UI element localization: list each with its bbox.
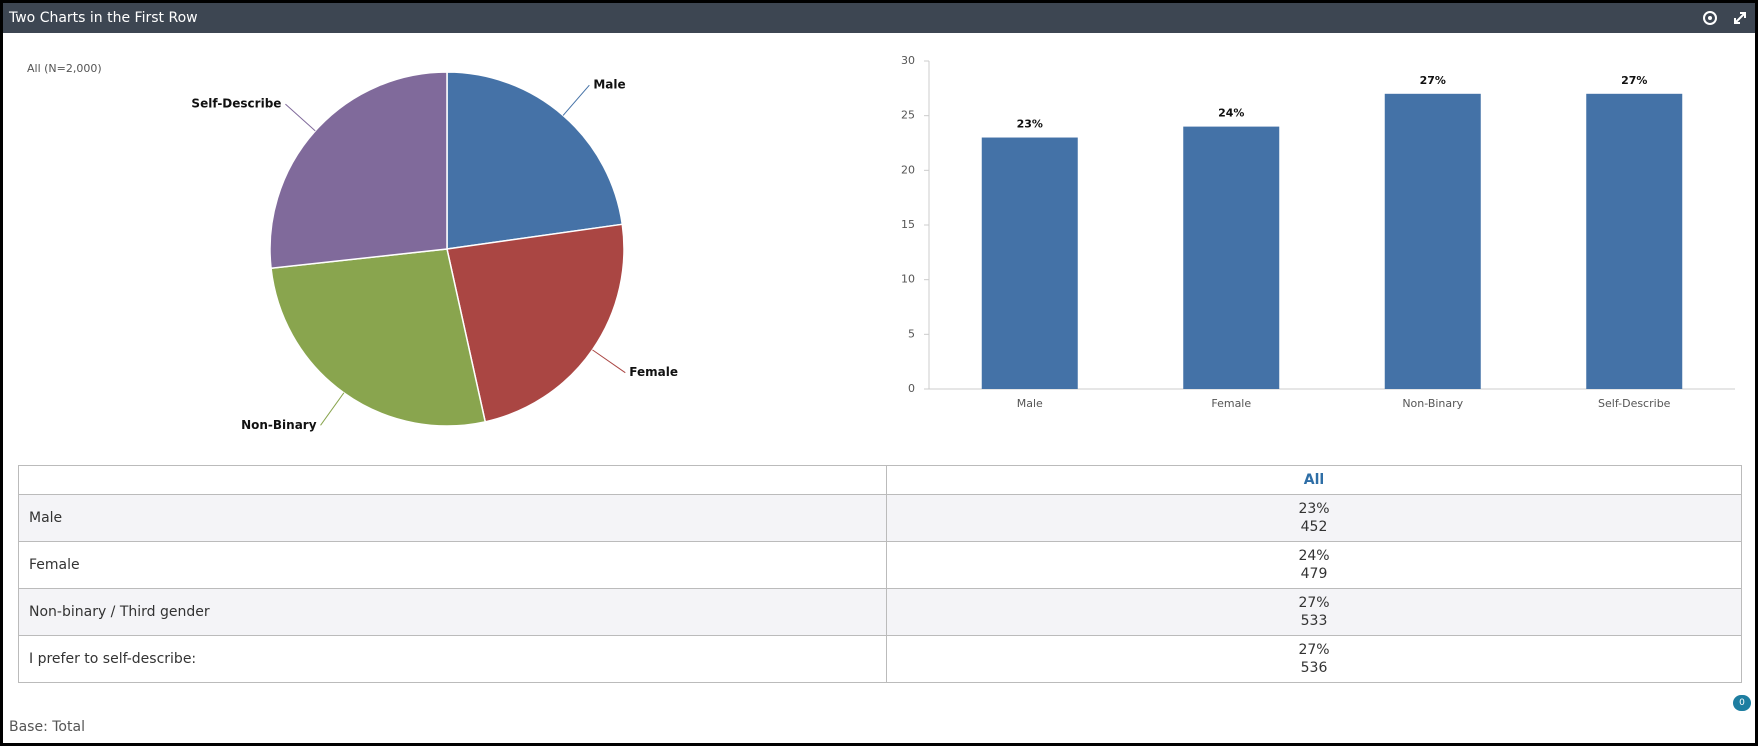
charts: All (N=2,000) Male Female Non-Binary Self-D…: [27, 54, 1735, 432]
pie-slice: [269, 71, 448, 270]
table-row: Non-binary / Third gender 27% 533: [18, 588, 1742, 636]
data-label: 27%: [1420, 74, 1446, 87]
x-tick-label: Male: [1017, 397, 1043, 410]
x-tick-label: Non-Binary: [1402, 397, 1463, 410]
pie-label: Non-Binary: [241, 418, 317, 432]
x-tick-label: Self-Describe: [1598, 397, 1671, 410]
x-tick-label: Female: [1211, 397, 1251, 410]
y-tick-label: 25: [901, 109, 915, 122]
data-label: 23%: [1017, 118, 1043, 131]
row-percent: 24%: [1298, 548, 1330, 564]
pie-slice: [270, 248, 487, 427]
row-label: Non-binary / Third gender: [18, 588, 887, 636]
row-label: Male: [18, 494, 887, 542]
leader-line: [285, 103, 316, 132]
pie-label: Self-Describe: [191, 97, 281, 111]
table-row: I prefer to self-describe: 27% 536: [18, 635, 1742, 683]
table-header-cell[interactable]: All: [886, 465, 1742, 495]
y-tick-label: 30: [901, 54, 915, 67]
pie-label: Female: [629, 365, 678, 379]
row-count: 479: [1300, 566, 1328, 582]
panel-header: Two Charts in the First Row: [3, 3, 1755, 33]
leader-line: [320, 392, 345, 426]
row-label: I prefer to self-describe:: [18, 635, 887, 683]
bar: [1384, 93, 1481, 390]
pie-subtitle: All (N=2,000): [27, 62, 102, 75]
row-count: 536: [1300, 660, 1328, 676]
row-percent: 23%: [1298, 501, 1330, 517]
row-value: 24% 479: [886, 541, 1742, 589]
leader-line: [562, 84, 590, 116]
row-count: 452: [1300, 519, 1328, 535]
data-label: 24%: [1218, 107, 1244, 120]
base-note: Base: Total: [9, 719, 85, 735]
y-tick-label: 15: [901, 218, 915, 231]
bar: [1183, 126, 1280, 389]
row-percent: 27%: [1298, 595, 1330, 611]
y-tick-label: 5: [908, 327, 915, 340]
table-row: Female 24% 479: [18, 541, 1742, 589]
y-tick-label: 20: [901, 163, 915, 176]
pie-label: Male: [593, 78, 625, 92]
table-row: Male 23% 452: [18, 494, 1742, 542]
row-value: 27% 533: [886, 588, 1742, 636]
row-value: 27% 536: [886, 635, 1742, 683]
table-header-cell[interactable]: [18, 465, 887, 495]
data-table: All Male 23% 452 Female 24% 479 Non-binary / T…: [18, 465, 1742, 683]
pie-slice: [446, 71, 624, 250]
expand-icon[interactable]: [1733, 11, 1747, 25]
row-label: Female: [18, 541, 887, 589]
leader-line: [592, 349, 626, 374]
comment-badge[interactable]: 0: [1733, 695, 1751, 711]
panel-title: Two Charts in the First Row: [9, 10, 198, 26]
row-value: 23% 452: [886, 494, 1742, 542]
data-label: 27%: [1621, 74, 1647, 87]
bar: [981, 137, 1078, 389]
y-tick-label: 0: [908, 382, 915, 395]
bar: [1586, 93, 1683, 390]
y-tick-label: 10: [901, 273, 915, 286]
settings-icon[interactable]: [1703, 11, 1717, 25]
row-percent: 27%: [1298, 642, 1330, 658]
row-count: 533: [1300, 613, 1328, 629]
